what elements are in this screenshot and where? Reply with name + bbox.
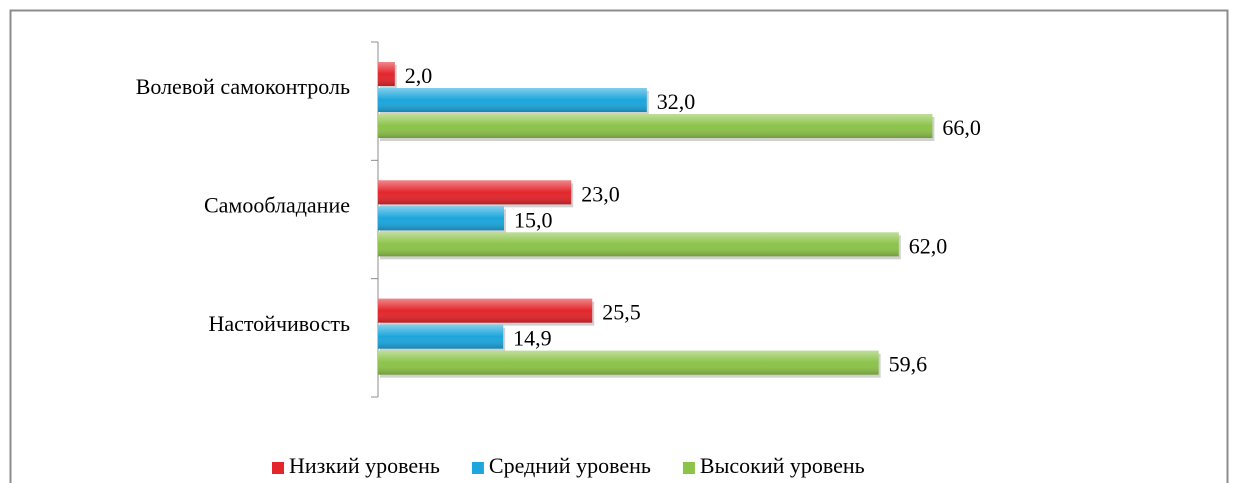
data-label: 15,0: [514, 207, 553, 232]
y-tick-label: Настойчивость: [208, 311, 350, 336]
data-label: 23,0: [581, 181, 620, 206]
legend-swatch: [471, 462, 484, 474]
bar-gloss: [378, 88, 647, 112]
data-label: 2,0: [405, 63, 433, 88]
y-tick-label: Волевой самоконтроль: [136, 74, 350, 99]
bar-gloss: [378, 180, 572, 205]
bar-gloss: [378, 298, 593, 323]
bar-gloss: [378, 232, 899, 257]
bar-gloss: [378, 350, 879, 375]
legend-label: Средний уровень: [489, 453, 651, 478]
data-label: 14,9: [513, 326, 552, 351]
data-label: 32,0: [657, 89, 696, 114]
data-label: 66,0: [942, 115, 981, 140]
legend-swatch: [272, 462, 284, 474]
bar-gloss: [378, 206, 504, 231]
data-label: 62,0: [909, 233, 948, 258]
legend-label: Высокий уровень: [700, 453, 865, 478]
data-label: 59,6: [889, 352, 928, 377]
bar-gloss: [378, 324, 504, 349]
legend-swatch: [682, 462, 695, 474]
data-label: 25,5: [602, 300, 641, 325]
legend-label: Низкий уровень: [289, 453, 440, 478]
chart-frame: [9, 9, 1229, 483]
bar-gloss: [378, 114, 933, 138]
bar-gloss: [378, 62, 395, 86]
y-tick-label: Самообладание: [204, 193, 350, 218]
